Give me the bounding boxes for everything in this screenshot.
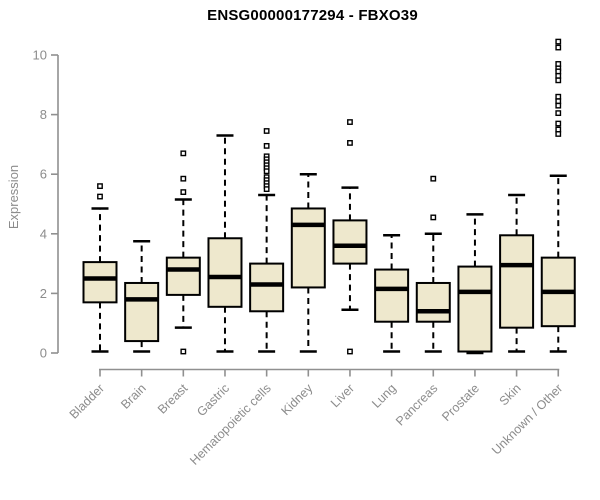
- outlier-point-unknown-other: [555, 77, 562, 84]
- box-pancreas: [415, 281, 451, 323]
- x-category-label: Liver: [328, 381, 357, 410]
- x-category-label: Kidney: [278, 381, 315, 418]
- y-tick-label: 8: [40, 107, 47, 122]
- y-tick-label: 10: [33, 48, 47, 63]
- box-kidney: [290, 207, 326, 289]
- outlier-point-liver: [347, 140, 353, 146]
- outlier-point-pancreas: [430, 214, 437, 221]
- x-category-label: Prostate: [439, 381, 482, 424]
- outlier-point-breast: [180, 150, 187, 157]
- outlier-point-unknown-other: [555, 61, 562, 67]
- box-hematopoietic-cells: [249, 262, 285, 313]
- outlier-point-breast: [180, 348, 187, 355]
- outlier-point-bladder: [97, 193, 103, 200]
- outlier-point-liver: [347, 119, 353, 125]
- x-category-label: Pancreas: [393, 381, 440, 428]
- outlier-point-hematopoietic-cells: [263, 186, 270, 192]
- outlier-point-unknown-other: [555, 68, 562, 75]
- y-tick-label: 4: [40, 226, 47, 241]
- outlier-point-breast: [180, 189, 187, 195]
- box-gastric: [207, 237, 243, 308]
- y-tick-label: 2: [40, 286, 47, 301]
- outlier-point-unknown-other: [555, 102, 562, 109]
- x-category-label: Skin: [497, 381, 524, 408]
- x-category-label: Unknown / Other: [489, 381, 565, 457]
- outlier-point-unknown-other: [555, 110, 562, 117]
- outlier-point-liver: [347, 348, 353, 355]
- outlier-point-unknown-other: [555, 93, 562, 100]
- box-skin: [499, 234, 535, 329]
- outlier-point-hematopoietic-cells: [263, 142, 270, 149]
- x-category-label: Brain: [118, 381, 149, 412]
- box-liver: [332, 219, 368, 265]
- outlier-point-bladder: [97, 183, 103, 190]
- outlier-point-hematopoietic-cells: [263, 128, 270, 134]
- chart-title: ENSG00000177294 - FBXO39: [207, 7, 418, 24]
- x-category-label: Lung: [369, 381, 399, 411]
- x-category-label: Hematopoietic cells: [187, 381, 274, 468]
- outlier-point-unknown-other: [555, 131, 562, 137]
- y-tick-label: 0: [40, 346, 47, 361]
- y-tick-label: 6: [40, 167, 47, 182]
- x-category-label: Gastric: [194, 381, 232, 419]
- outlier-point-hematopoietic-cells: [263, 168, 270, 175]
- outlier-point-unknown-other: [555, 126, 562, 133]
- outlier-point-pancreas: [430, 175, 437, 182]
- box-breast: [165, 256, 201, 296]
- outlier-point-unknown-other: [555, 120, 562, 127]
- outlier-point-breast: [180, 175, 187, 182]
- x-category-label: Breast: [155, 381, 191, 417]
- box-bladder: [82, 261, 118, 304]
- outlier-point-unknown-other: [555, 72, 562, 79]
- box-brain: [124, 281, 160, 343]
- outlier-point-unknown-other: [555, 38, 562, 45]
- outlier-point-unknown-other: [555, 44, 562, 51]
- x-category-label: Bladder: [67, 381, 107, 421]
- box-lung: [374, 268, 410, 323]
- outlier-point-unknown-other: [555, 98, 562, 105]
- box-prostate: [457, 265, 493, 353]
